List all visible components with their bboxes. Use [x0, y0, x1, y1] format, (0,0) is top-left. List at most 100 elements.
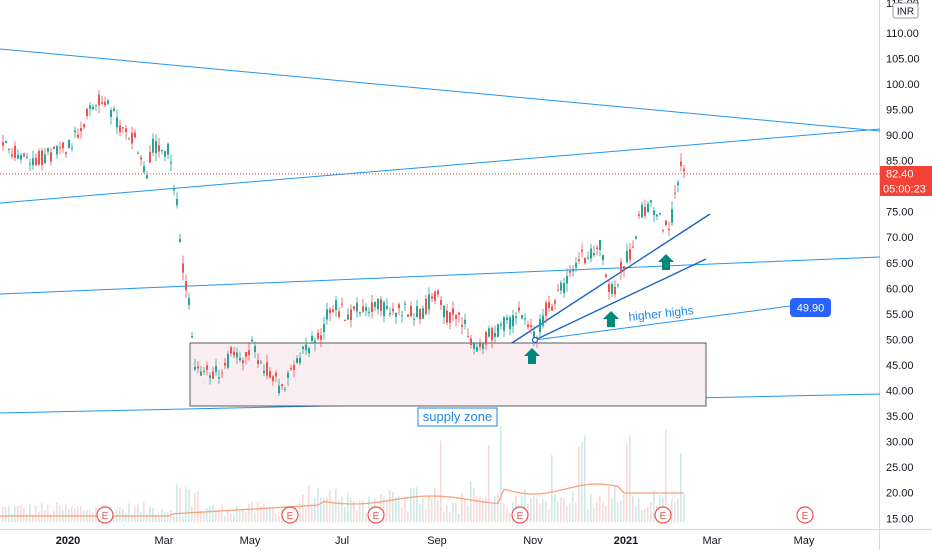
- candle-body: [221, 372, 223, 374]
- volume-bar: [350, 498, 352, 522]
- earnings-marker[interactable]: [511, 506, 529, 524]
- volume-bar: [14, 506, 16, 522]
- candle-body: [377, 298, 379, 310]
- pivot-point: [531, 336, 539, 344]
- candle-body: [290, 367, 292, 369]
- volume-bar: [539, 503, 541, 522]
- earnings-marker[interactable]: [796, 506, 814, 524]
- candle-body: [338, 311, 340, 317]
- candle-body: [263, 370, 265, 374]
- volume-bar: [140, 512, 142, 522]
- volume-bar: [338, 499, 340, 522]
- candle-body: [107, 100, 109, 104]
- candle-body: [326, 309, 328, 320]
- volume-bar: [38, 512, 40, 522]
- candle-body: [467, 336, 469, 338]
- volume-bar: [230, 514, 232, 522]
- candle-body: [332, 309, 334, 312]
- candle-body: [218, 377, 220, 379]
- candle-body: [443, 305, 445, 318]
- volume-bar: [632, 496, 634, 522]
- volume-bar: [11, 513, 13, 522]
- volume-bar: [185, 486, 187, 522]
- candle-body: [446, 310, 448, 323]
- volume-bar: [473, 488, 475, 522]
- volume-bar: [152, 507, 154, 522]
- candle-body: [248, 350, 250, 356]
- candle-body: [428, 294, 430, 310]
- price-tick-label: 25.00: [886, 462, 914, 474]
- earnings-marker[interactable]: [654, 506, 672, 524]
- candle-body: [185, 281, 187, 291]
- candle-body: [251, 339, 253, 342]
- volume-bar: [275, 514, 277, 522]
- volume-bar: [551, 454, 553, 522]
- volume-bar: [269, 508, 271, 522]
- candle-body: [476, 347, 478, 352]
- volume-bar: [95, 506, 97, 522]
- candle-body: [161, 150, 163, 152]
- earnings-marker[interactable]: [367, 506, 385, 524]
- candle-body: [359, 311, 361, 313]
- volume-bar: [311, 503, 313, 522]
- volume-bar: [50, 513, 52, 522]
- time-tick-label: 2021: [614, 535, 638, 547]
- candle-body: [20, 155, 22, 160]
- price-tick-label: 60.00: [886, 283, 914, 295]
- price-tick-label: 30.00: [886, 437, 914, 449]
- candle-body: [191, 335, 193, 338]
- volume-bar: [545, 500, 547, 522]
- candle-body: [29, 163, 31, 165]
- candle-body: [134, 132, 136, 138]
- candle-body: [521, 314, 523, 319]
- volume-bar: [170, 510, 172, 522]
- candle-body: [506, 317, 508, 321]
- volume-bar: [323, 497, 325, 522]
- volume-bar: [548, 509, 550, 522]
- candle-body: [473, 342, 475, 349]
- candle-body: [104, 101, 106, 106]
- candle-body: [560, 282, 562, 291]
- candle-body: [515, 316, 517, 318]
- candle-body: [23, 153, 25, 156]
- candle-body: [287, 372, 289, 378]
- volume-bar: [203, 511, 205, 522]
- candle-body: [503, 317, 505, 331]
- volume-bar: [611, 498, 613, 522]
- volume-bar: [398, 496, 400, 522]
- volume-bar: [356, 510, 358, 522]
- volume-bar: [458, 513, 460, 522]
- volume-bar: [431, 498, 433, 522]
- candle-body: [662, 230, 664, 232]
- candle-body: [653, 210, 655, 216]
- candle-body: [629, 249, 631, 260]
- volume-bar: [326, 497, 328, 522]
- volume-bar: [176, 484, 178, 522]
- price-tick-label: 75.00: [886, 207, 914, 219]
- volume-bar: [404, 498, 406, 522]
- candle-body: [665, 220, 667, 226]
- earnings-marker[interactable]: [281, 506, 299, 524]
- volume-bar: [5, 507, 7, 522]
- volume-bar: [194, 493, 196, 522]
- price-candles: [2, 90, 685, 396]
- candle-body: [668, 228, 670, 230]
- volume-bar: [683, 493, 685, 522]
- candle-body: [170, 162, 172, 164]
- volume-bar: [20, 504, 22, 522]
- candle-body: [80, 128, 82, 132]
- candle-body: [356, 302, 358, 312]
- marker-price-badge[interactable]: [790, 298, 831, 317]
- candle-body: [311, 335, 313, 342]
- volume-bar: [467, 504, 469, 522]
- earnings-marker-label: E: [802, 511, 809, 522]
- candle-body: [422, 308, 424, 319]
- candle-body: [284, 388, 286, 390]
- candle-body: [341, 303, 343, 305]
- earnings-marker[interactable]: [96, 506, 114, 524]
- candle-body: [419, 308, 421, 320]
- candle-body: [617, 284, 619, 286]
- currency-badge[interactable]: [892, 2, 919, 19]
